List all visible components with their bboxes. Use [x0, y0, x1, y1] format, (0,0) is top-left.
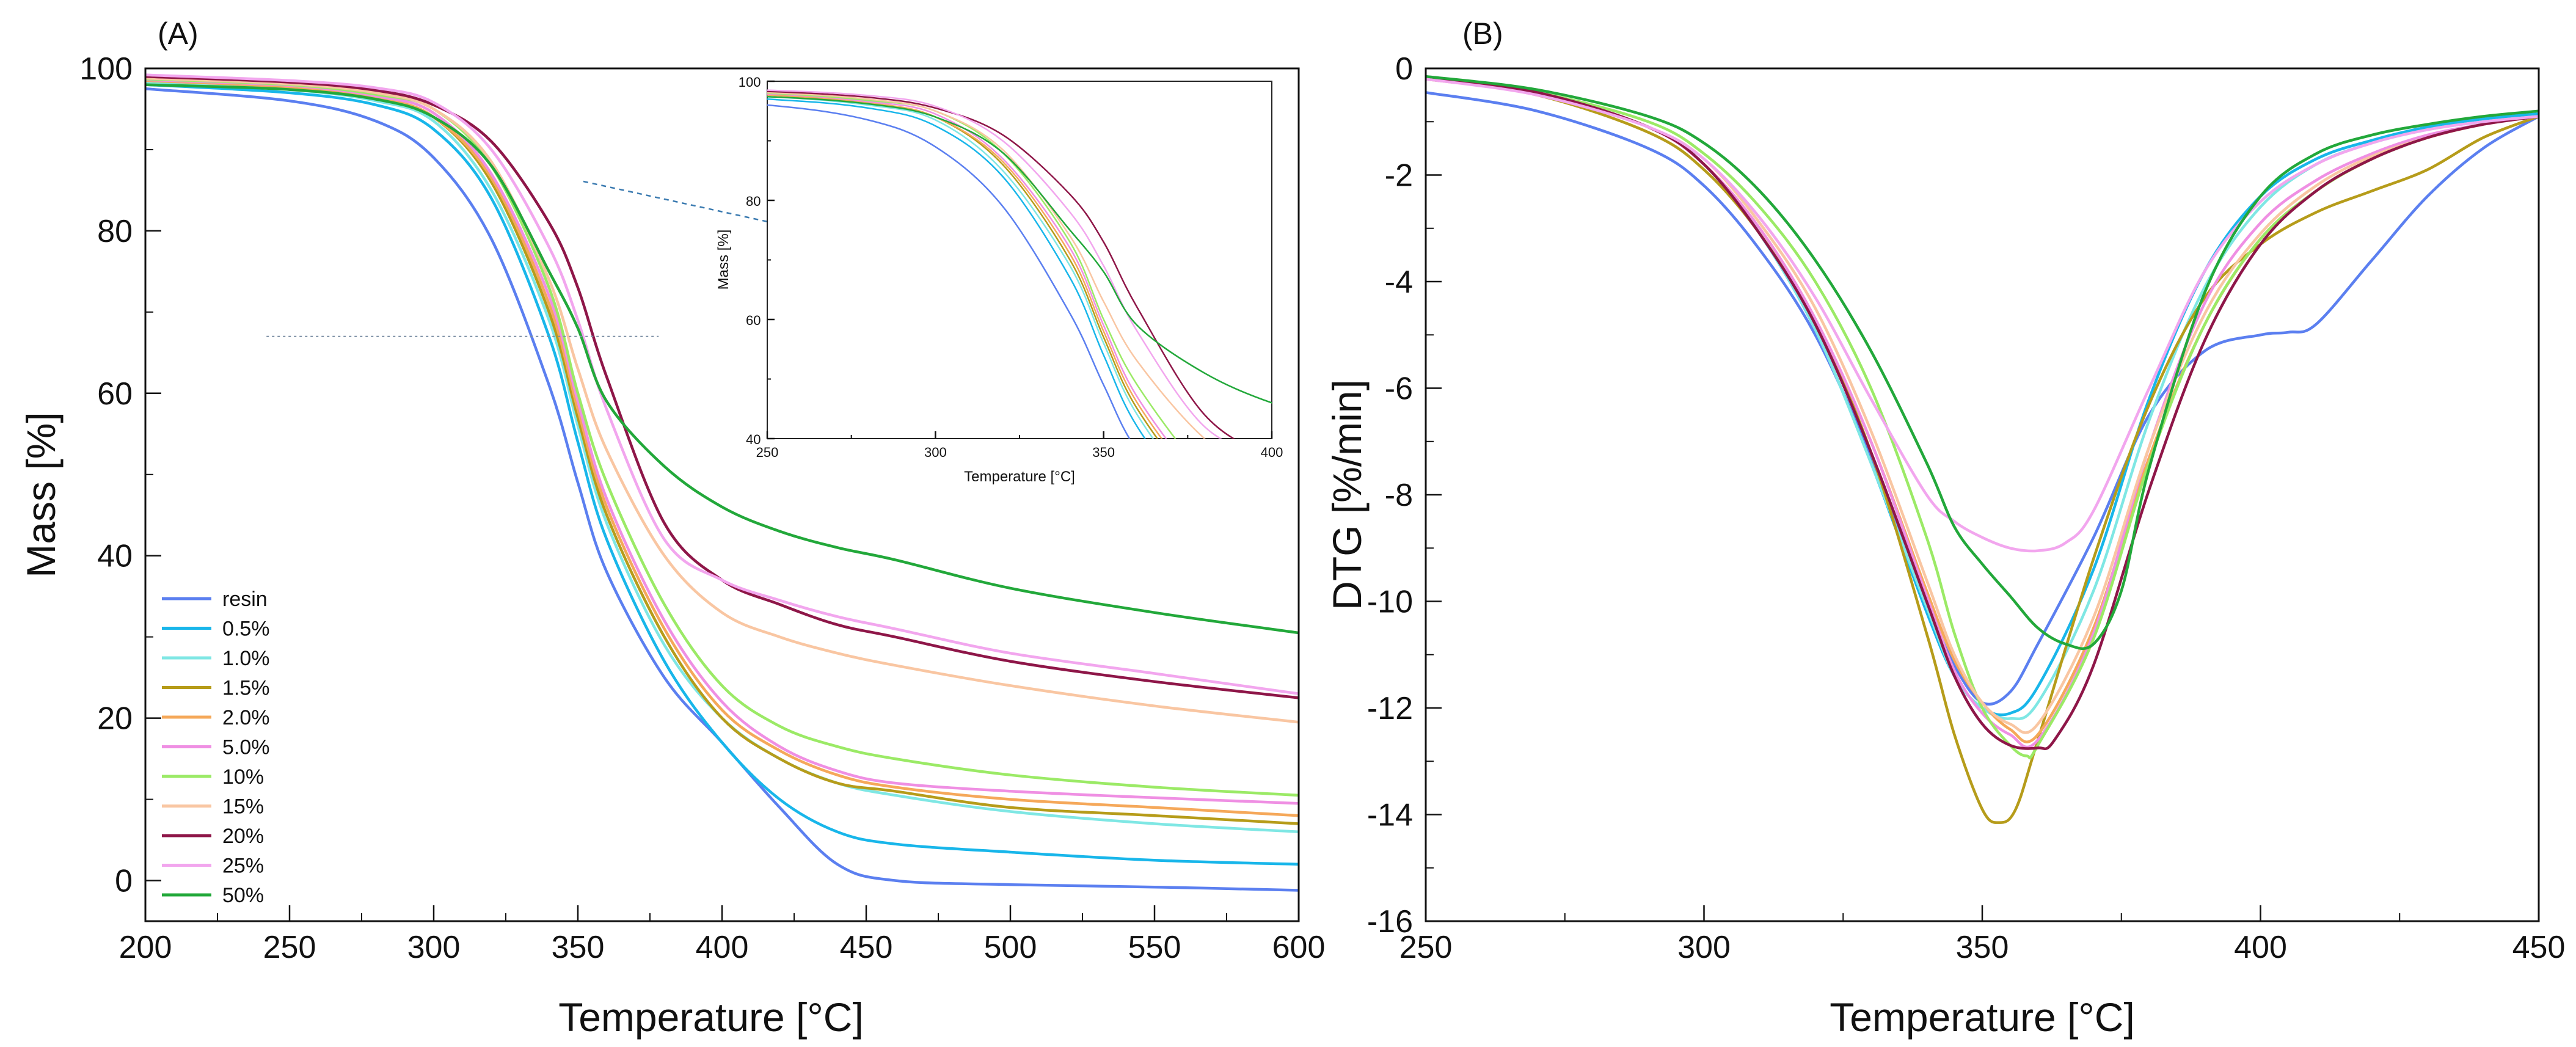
- panel-b-series-15pct: [1426, 78, 2539, 734]
- panel-b-series-1-0pct: [1426, 78, 2539, 721]
- zoom-arrow: [583, 180, 916, 257]
- legend-label-1-5pct: 1.5%: [222, 677, 270, 700]
- inset-series-2-0pct: [767, 94, 1163, 439]
- inset-y-tick-label: 40: [746, 432, 761, 447]
- panel-a-y-tick-label: 40: [97, 539, 133, 574]
- panel-a-x-axis-label: Temperature [°C]: [558, 994, 864, 1040]
- panel-a-series-50pct: [145, 83, 1299, 635]
- inset-x-axis-label: Temperature [°C]: [964, 469, 1075, 485]
- panel-b-y-tick-label: -4: [1385, 264, 1413, 300]
- panel-b-series-50pct: [1426, 75, 2539, 651]
- panel-a-x-tick-label: 500: [984, 930, 1037, 965]
- inset-series-20pct: [767, 90, 1236, 439]
- panel-a-x-tick-label: 350: [552, 930, 605, 965]
- inset-series-50pct: [767, 96, 1272, 404]
- panel-b-y-axis-label: DTG [%/min]: [1324, 379, 1370, 610]
- panel-b-series-2-0pct: [1426, 78, 2539, 743]
- legend-label-50pct: 50%: [222, 884, 264, 907]
- panel-a-y-tick-label: 0: [115, 864, 133, 899]
- inset-series-10pct: [767, 92, 1177, 439]
- panel-b-series-resin: [1426, 91, 2539, 706]
- panel-b-y-tick-label: -2: [1385, 158, 1413, 194]
- panel-b-x-tick-label: 450: [2512, 930, 2566, 965]
- inset-plot: 250 300 350 400 40 60 80 100 Temperature [°C] M…: [715, 75, 1283, 485]
- inset-background: [767, 81, 1272, 439]
- panel-a-frame: [144, 67, 1300, 922]
- inset-series-5-0pct: [767, 93, 1167, 439]
- panel-b-series-25pct: [1426, 78, 2539, 553]
- panel-b-x-tick-label: 400: [2234, 930, 2287, 965]
- panel-a-x-tick-label: 400: [696, 930, 749, 965]
- panel-a-series-1-0pct: [145, 81, 1299, 834]
- legend-label-15pct: 15%: [222, 795, 264, 819]
- inset-series-15pct: [767, 92, 1206, 439]
- inset-y-axis-label: Mass [%]: [715, 230, 732, 290]
- panel-b-x-tick-label: 250: [1399, 930, 1453, 965]
- panel-b-y-tick-label: 0: [1395, 51, 1413, 87]
- inset-y-tick-label: 100: [739, 75, 761, 90]
- panel-b-series-20pct: [1426, 78, 2539, 751]
- inset-x-tick-label: 300: [924, 445, 947, 460]
- panel-a-y-tick-label: 80: [97, 214, 133, 249]
- inset-series-1-0pct: [767, 96, 1155, 439]
- panel-a-series-20pct: [145, 75, 1299, 699]
- panel-b-x-axis-label: Temperature [°C]: [1830, 994, 2135, 1040]
- panel-a-x-tick-label: 450: [840, 930, 893, 965]
- panel-b-tag: (B): [1462, 16, 1503, 51]
- inset-x-tick-label: 350: [1092, 445, 1115, 460]
- panel-a-series-25pct: [145, 73, 1299, 695]
- panel-a-series: [145, 73, 1299, 892]
- inset-ticks: 250 300 350 400 40 60 80 100: [739, 75, 1283, 460]
- panel-b-series: [1426, 75, 2539, 824]
- panel-b-y-tick-label: -6: [1385, 371, 1413, 407]
- panel-a-y-tick-label: 20: [97, 701, 133, 737]
- panel-b-y-tick-label: -14: [1367, 798, 1413, 833]
- panel-a-x-tick-label: 550: [1128, 930, 1181, 965]
- panel-a-x-tick-label: 600: [1272, 930, 1326, 965]
- legend-label-0-5pct: 0.5%: [222, 618, 270, 641]
- inset-series-resin: [767, 104, 1131, 439]
- panel-a-series-2-0pct: [145, 79, 1299, 817]
- panel-a-ticks: 200 250 300 350 400 450 500 550 600 0 20 40 60 80 100: [79, 51, 1325, 965]
- inset-series-0-5pct: [767, 98, 1146, 439]
- inset-series-25pct: [767, 89, 1222, 439]
- panel-b-ticks: 250 300 350 400 450 0 -2 -4 -6 -8 -10 -12 -14 -16: [1367, 51, 2566, 965]
- panel-b-series-1-5pct: [1426, 78, 2539, 824]
- legend: resin 0.5% 1.0% 1.5% 2.0% 5.0% 10% 15% 20% 25% 50%: [162, 588, 270, 907]
- panel-a-x-tick-label: 300: [407, 930, 461, 965]
- panel-b-y-tick-label: -12: [1367, 691, 1413, 726]
- legend-label-20pct: 20%: [222, 825, 264, 848]
- panel-a-x-tick-label: 200: [119, 930, 172, 965]
- panel-a-y-axis-label: Mass [%]: [18, 412, 64, 577]
- panel-a-series-0-5pct: [145, 83, 1299, 866]
- inset-y-tick-label: 60: [746, 313, 761, 328]
- panel-b-series-10pct: [1426, 78, 2539, 760]
- legend-label-1-0pct: 1.0%: [222, 647, 270, 670]
- legend-label-resin: resin: [222, 588, 268, 611]
- legend-label-2-0pct: 2.0%: [222, 706, 270, 729]
- panel-b-x-tick-label: 300: [1677, 930, 1731, 965]
- inset-x-tick-label: 250: [756, 445, 779, 460]
- panel-a-series-resin: [145, 87, 1299, 892]
- inset-series: [767, 89, 1272, 439]
- inset-x-tick-label: 400: [1261, 445, 1283, 460]
- legend-label-10pct: 10%: [222, 765, 264, 789]
- panel-b-y-tick-label: -16: [1367, 904, 1413, 939]
- panel-b-series-0-5pct: [1426, 78, 2539, 717]
- panel-a-series-5-0pct: [145, 78, 1299, 805]
- panel-b-series-5-0pct: [1426, 78, 2539, 749]
- inset-y-tick-label: 80: [746, 194, 761, 209]
- panel-a-y-tick-label: 100: [79, 51, 133, 87]
- panel-b-x-tick-label: 350: [1956, 930, 2009, 965]
- panel-b-y-tick-label: -8: [1385, 478, 1413, 513]
- panel-a-series-15pct: [145, 76, 1299, 724]
- panel-b-frame: [1425, 67, 2540, 922]
- legend-label-25pct: 25%: [222, 855, 264, 878]
- panel-a-y-tick-label: 60: [97, 376, 133, 412]
- panel-a-tag: (A): [158, 16, 199, 51]
- panel-a-x-tick-label: 250: [263, 930, 316, 965]
- legend-label-5-0pct: 5.0%: [222, 736, 270, 759]
- panel-b-y-tick-label: -10: [1367, 585, 1413, 620]
